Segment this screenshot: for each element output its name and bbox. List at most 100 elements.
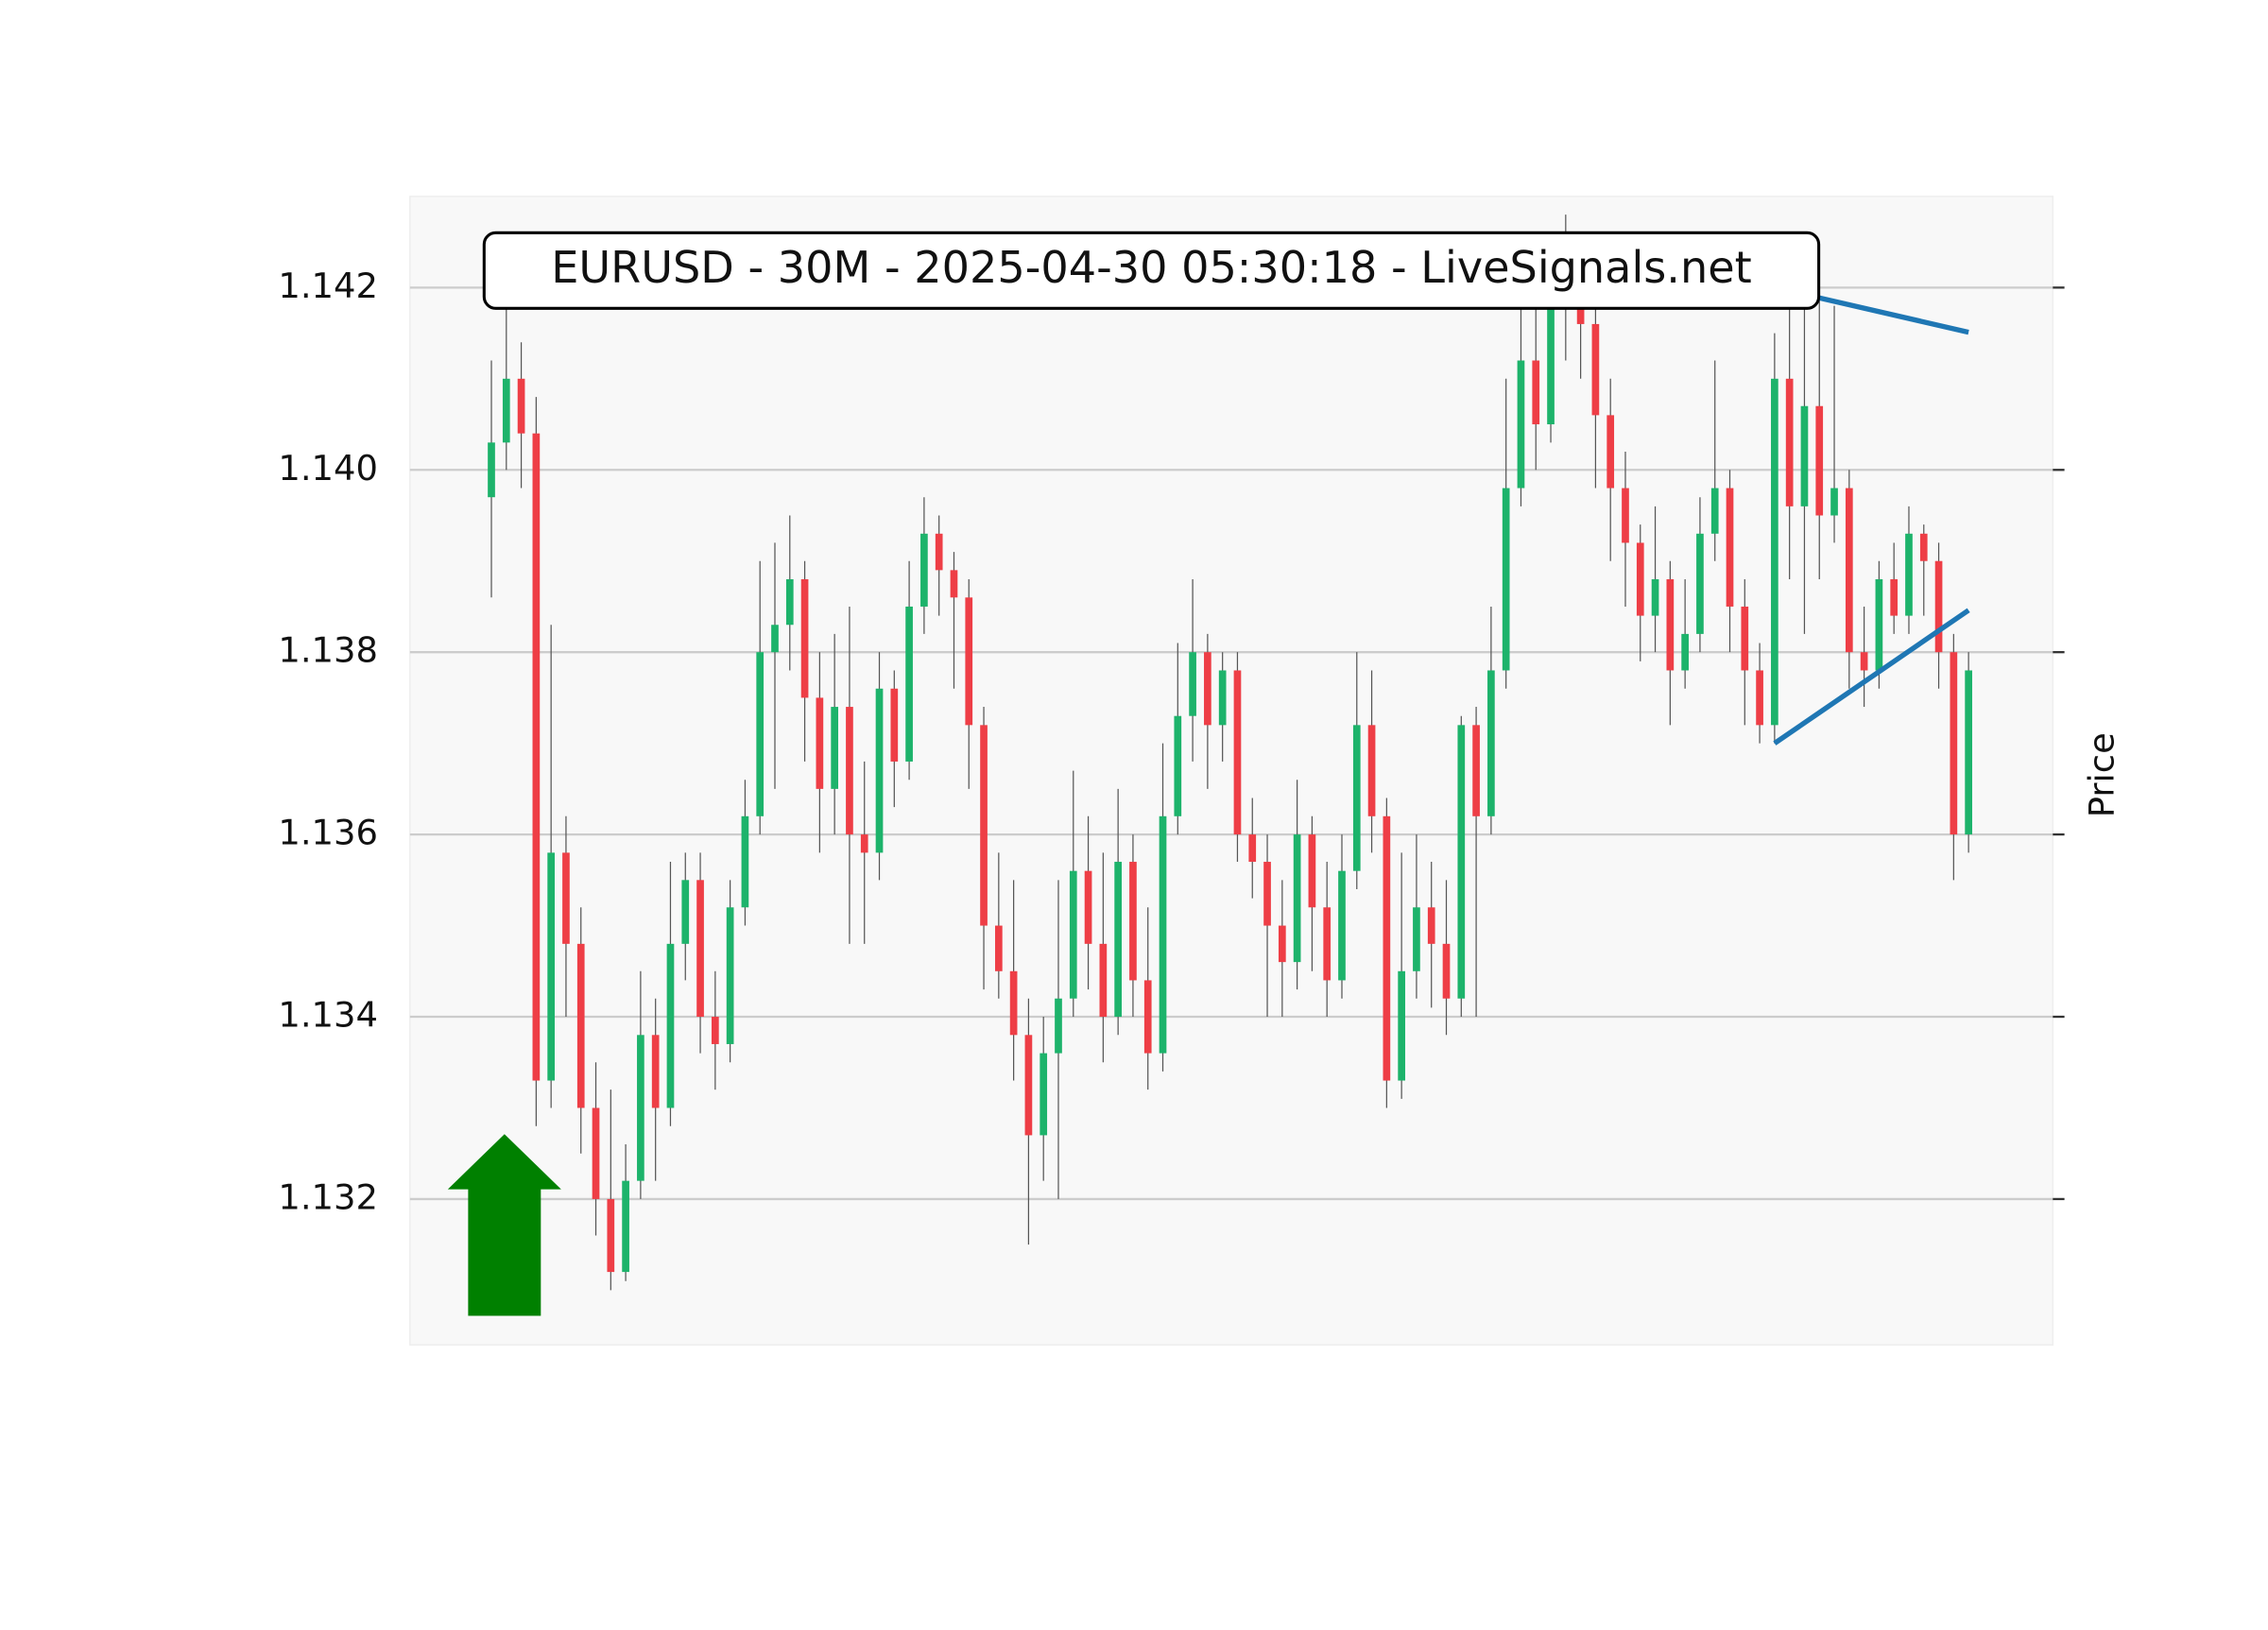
candle-body: [1547, 305, 1555, 425]
candle-body: [1845, 488, 1853, 653]
candle-body: [592, 1107, 600, 1199]
candle-body: [1934, 560, 1943, 653]
candle-body: [1263, 862, 1271, 926]
candle-body: [1905, 533, 1913, 616]
candle-body: [1517, 360, 1525, 489]
candle-body: [1427, 907, 1435, 944]
y-tick-label: 1.136: [278, 813, 378, 853]
candle-body: [935, 533, 943, 571]
candle-body: [666, 943, 675, 1108]
candle-body: [711, 1017, 719, 1044]
candle-body: [1143, 980, 1152, 1054]
candle-body: [860, 834, 868, 853]
buy-arrow: [447, 1134, 561, 1316]
candle-body: [1532, 360, 1540, 425]
candle-body: [1666, 579, 1675, 671]
chart-title: EURUSD - 30M - 2025-04-30 05:30:18 - Liv…: [551, 242, 1751, 293]
candle-body: [1323, 907, 1332, 981]
y-tick-label: 1.140: [278, 448, 378, 489]
candle-body: [846, 707, 853, 835]
candle-body: [1413, 907, 1420, 971]
ticks: 1.132 1.134 1.136 1.138 1.140 1.142: [278, 266, 2065, 1217]
candle-body: [980, 725, 988, 926]
candle-body: [1114, 862, 1122, 1018]
candle-body: [741, 815, 749, 908]
y-tick-label: 1.132: [278, 1176, 378, 1217]
candle-body: [1189, 652, 1196, 716]
candle-body: [831, 707, 838, 789]
candle-body: [1860, 652, 1868, 671]
candle-body: [1651, 579, 1659, 616]
candle-body: [1591, 323, 1600, 416]
candle-body: [816, 697, 824, 789]
candle-body: [1055, 998, 1062, 1054]
candle-body: [1950, 652, 1958, 835]
y-tick-label: 1.134: [278, 995, 378, 1036]
candle-body: [1278, 925, 1286, 963]
candle-body: [1174, 715, 1182, 816]
candle-body: [890, 688, 899, 762]
candle-body: [1696, 533, 1704, 634]
candle-body: [1084, 870, 1092, 944]
candle-body: [994, 925, 1003, 971]
y-tick-label: 1.138: [278, 630, 378, 671]
candle-body: [1383, 815, 1391, 1081]
candle-body: [1487, 670, 1495, 816]
trendline: [1773, 608, 1970, 746]
title-box: [482, 231, 1821, 310]
candle-body: [1800, 405, 1809, 506]
candle-body: [1785, 378, 1794, 506]
plot-area: [409, 196, 2054, 1347]
candle-body: [1398, 970, 1405, 1081]
candle-body: [1099, 943, 1108, 1018]
candle-body: [1024, 1035, 1033, 1136]
candle-body: [1338, 870, 1346, 981]
candle-body: [1771, 378, 1778, 726]
candle-body: [1965, 670, 1972, 835]
candle-body: [547, 852, 556, 1081]
candle-body: [1741, 606, 1749, 671]
candle-body: [1830, 488, 1838, 516]
candle-body: [1710, 488, 1719, 534]
candle-body: [771, 625, 779, 653]
candle-body: [800, 579, 809, 698]
candle-body: [875, 688, 884, 853]
candle-body: [576, 943, 585, 1108]
candle-body: [696, 880, 704, 1018]
y-tick-label: 1.142: [278, 266, 378, 306]
candle-body: [950, 570, 958, 598]
candle-body: [517, 378, 525, 434]
candle-body: [488, 442, 495, 498]
candle-body: [562, 852, 570, 944]
candle-body: [726, 907, 734, 1044]
candle-body: [637, 1035, 644, 1181]
candle-body: [1308, 834, 1316, 908]
candle-body: [607, 1198, 615, 1273]
candle-body: [920, 533, 928, 607]
candle-body: [1457, 725, 1466, 999]
candle-body: [1069, 870, 1077, 999]
candle-body: [1352, 725, 1361, 871]
candle-body: [1233, 670, 1242, 835]
candle-body: [1890, 579, 1899, 616]
candle-body: [1681, 633, 1689, 671]
candle-body: [1293, 834, 1301, 963]
candle-body: [1726, 488, 1734, 607]
candle-body: [1875, 579, 1883, 671]
candle-body: [502, 378, 510, 443]
candle-body: [1756, 670, 1763, 726]
candle-body: [1636, 542, 1644, 616]
candle-body: [905, 606, 913, 762]
candle-body: [965, 597, 973, 726]
candle-body: [532, 433, 541, 1081]
y-axis-label: Price: [2082, 732, 2122, 817]
candle-body: [1204, 652, 1211, 726]
candle-body: [1129, 862, 1137, 981]
candle-body: [1815, 405, 1824, 516]
candle-body: [1919, 533, 1928, 561]
candle-body: [1040, 1053, 1048, 1136]
candle-body: [1159, 815, 1167, 1054]
candle-body: [785, 579, 794, 626]
candle-body: [681, 880, 690, 944]
